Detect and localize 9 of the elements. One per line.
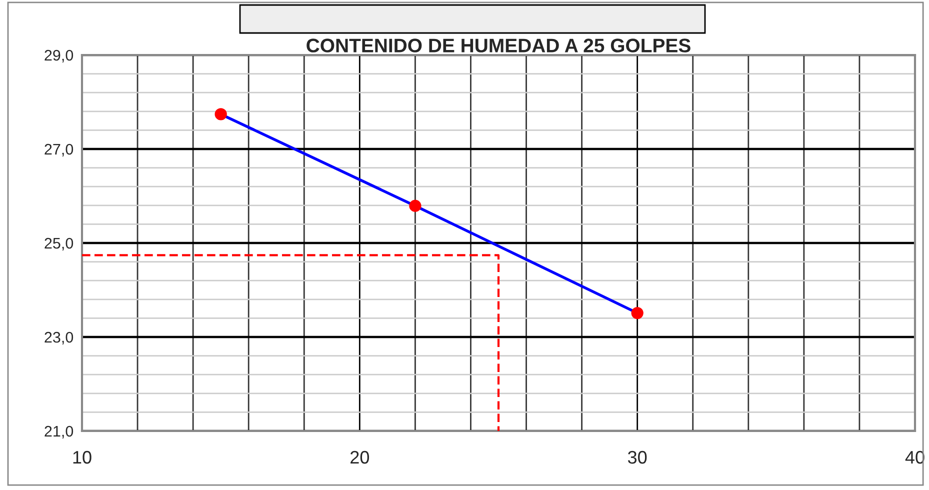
x-tick-label: 10 — [73, 450, 92, 464]
y-tick-label: 21,0 — [44, 426, 74, 438]
chart-title: CONTENIDO DE HUMEDAD A 25 GOLPES — [306, 38, 690, 52]
x-tick-label: 30 — [628, 450, 647, 464]
y-tick-label: 23,0 — [44, 332, 74, 344]
x-tick-label: 20 — [350, 450, 370, 464]
y-tick-label: 27,0 — [44, 144, 74, 156]
y-tick-label: 25,0 — [44, 238, 74, 250]
y-tick-label: 29,0 — [44, 50, 74, 62]
